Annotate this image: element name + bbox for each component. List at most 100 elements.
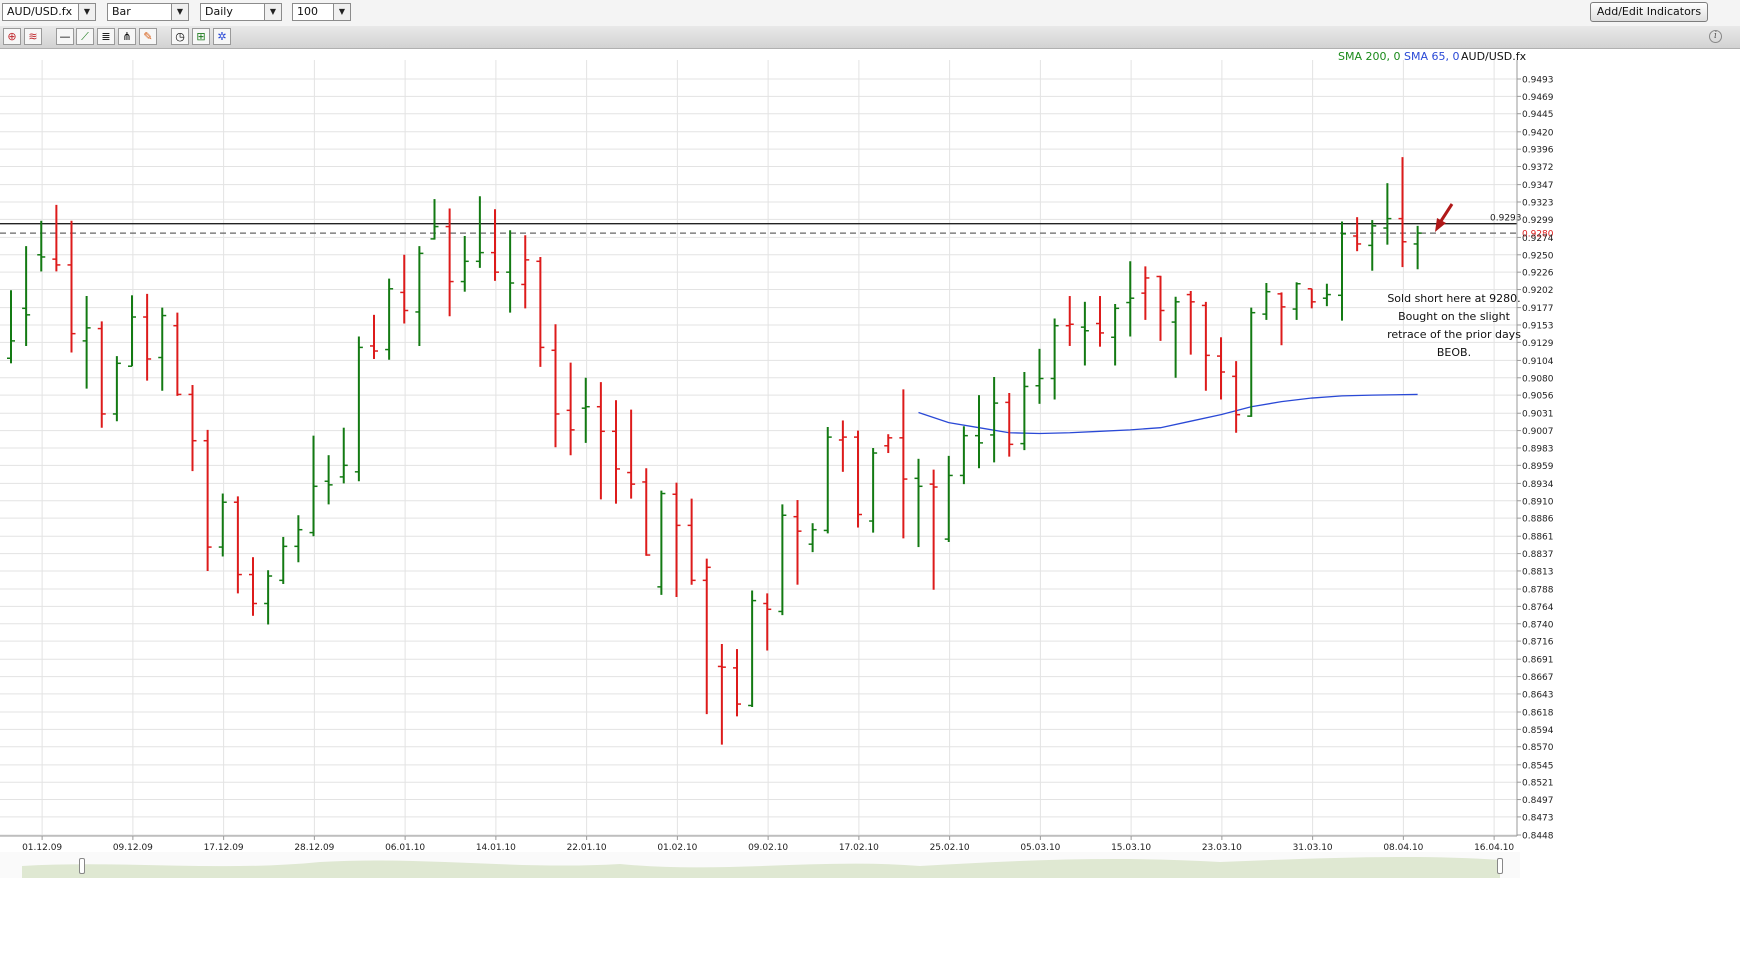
ohlc-bar bbox=[339, 427, 348, 484]
x-tick-label: 23.03.10 bbox=[1202, 843, 1242, 852]
ohlc-bar bbox=[430, 199, 439, 240]
navigator-left-handle[interactable] bbox=[79, 858, 85, 874]
ohlc-bar bbox=[203, 429, 212, 571]
ohlc-bar bbox=[22, 246, 31, 346]
y-tick-label: 0.8886 bbox=[1522, 515, 1554, 525]
chart-type-select[interactable]: Bar ▼ bbox=[107, 3, 189, 21]
ohlc-bar bbox=[748, 590, 757, 707]
ohlc-bar bbox=[899, 389, 908, 539]
legend-sma200: SMA 200, 0 bbox=[1338, 50, 1401, 63]
ohlc-bar bbox=[506, 230, 515, 313]
annotation-arrow bbox=[1435, 203, 1454, 232]
ohlc-bar bbox=[460, 235, 469, 292]
y-tick-label: 0.9445 bbox=[1522, 110, 1554, 120]
add-edit-indicators-button[interactable]: Add/Edit Indicators bbox=[1590, 2, 1708, 22]
ohlc-bar bbox=[249, 557, 257, 616]
y-tick-label: 0.9250 bbox=[1522, 251, 1554, 261]
x-tick-label: 14.01.10 bbox=[476, 843, 516, 852]
y-tick-label: 0.8448 bbox=[1522, 832, 1554, 842]
chart-type-value: Bar bbox=[112, 5, 131, 18]
chart-grid bbox=[0, 60, 1517, 836]
chart-navigator[interactable] bbox=[0, 852, 1520, 878]
x-tick-label: 09.12.09 bbox=[113, 843, 153, 852]
eraser-icon[interactable]: ✎ bbox=[139, 28, 157, 45]
ohlc-bar bbox=[37, 220, 46, 272]
pitchfork-icon[interactable]: ⋔ bbox=[118, 28, 136, 45]
x-tick-label: 17.12.09 bbox=[204, 843, 244, 852]
annotation-line: retrace of the prior days bbox=[1387, 328, 1521, 341]
ohlc-bars bbox=[7, 157, 1422, 745]
y-axis: 0.9493 0.9469 0.9445 0.9420 0.9396 0.9372 0.93… bbox=[1516, 60, 1554, 842]
trade-annotation: Sold short here at 9280. Bought on the s… bbox=[1366, 290, 1542, 362]
y-tick-label: 0.8813 bbox=[1522, 567, 1554, 577]
ohlc-bar bbox=[1262, 283, 1271, 320]
ohlc-bar bbox=[1338, 221, 1346, 321]
y-tick-label: 0.8497 bbox=[1522, 796, 1554, 806]
ohlc-bar bbox=[1292, 282, 1301, 320]
ohlc-bar bbox=[1398, 157, 1407, 268]
ohlc-bar bbox=[808, 523, 817, 553]
ohlc-bar bbox=[854, 430, 862, 528]
ohlc-bar bbox=[1307, 288, 1316, 309]
navigator-right-handle[interactable] bbox=[1497, 858, 1503, 874]
clock-icon[interactable]: ◷ bbox=[171, 28, 189, 45]
y-tick-label: 0.9347 bbox=[1522, 181, 1554, 191]
ohlc-bar bbox=[218, 493, 227, 557]
ohlc-bar bbox=[1080, 301, 1089, 366]
y-tick-label: 0.8983 bbox=[1522, 444, 1554, 454]
chevron-down-icon[interactable]: ▼ bbox=[171, 4, 188, 20]
settings-icon[interactable]: ✲ bbox=[213, 28, 231, 45]
ohlc-bar bbox=[1156, 275, 1165, 341]
ohlc-bar bbox=[1171, 296, 1180, 378]
crosshair-icon[interactable]: ⊕ bbox=[3, 28, 21, 45]
ohlc-bar bbox=[687, 498, 696, 585]
y-tick-label: 0.8934 bbox=[1522, 480, 1554, 490]
x-tick-label: 28.12.09 bbox=[294, 843, 334, 852]
ohlc-bar bbox=[793, 500, 802, 585]
fibonacci-icon[interactable]: ≣ bbox=[97, 28, 115, 45]
ohlc-bar bbox=[581, 377, 590, 443]
y-tick-label: 0.8837 bbox=[1522, 550, 1554, 560]
price-level-label: 0.9280 bbox=[1522, 230, 1554, 240]
ohlc-bar bbox=[929, 469, 938, 590]
y-tick-label: 0.8473 bbox=[1522, 813, 1554, 823]
x-tick-label: 16.04.10 bbox=[1474, 843, 1514, 852]
chevron-down-icon[interactable]: ▼ bbox=[333, 4, 350, 20]
horizontal-line-icon[interactable]: — bbox=[56, 28, 74, 45]
ohlc-bar bbox=[778, 504, 787, 616]
ohlc-bar bbox=[702, 558, 711, 715]
chevron-down-icon[interactable]: ▼ bbox=[264, 4, 281, 20]
ohlc-bar bbox=[1277, 292, 1286, 346]
ohlc-bar bbox=[188, 385, 197, 472]
ohlc-bar bbox=[385, 278, 394, 360]
ohlc-bar bbox=[7, 290, 15, 364]
y-tick-label: 0.9274 bbox=[1522, 234, 1554, 244]
bars-count-select[interactable]: 100 ▼ bbox=[292, 3, 351, 21]
ohlc-bar bbox=[596, 382, 605, 500]
chart-style-icon[interactable]: ≋ bbox=[24, 28, 42, 45]
ohlc-bar bbox=[536, 256, 545, 367]
ohlc-bar bbox=[1096, 296, 1104, 347]
y-tick-label: 0.8959 bbox=[1522, 462, 1554, 472]
price-level-label: 0.9293 bbox=[1490, 214, 1522, 224]
legend-sma65: SMA 65, 0 bbox=[1404, 50, 1460, 63]
annotation-line: Sold short here at 9280. bbox=[1387, 292, 1521, 305]
chevron-down-icon[interactable]: ▼ bbox=[78, 4, 95, 20]
symbol-select[interactable]: AUD/USD.fx ▼ bbox=[2, 3, 96, 21]
ohlc-bar bbox=[294, 515, 303, 563]
info-icon[interactable]: i bbox=[1709, 30, 1722, 43]
y-tick-label: 0.8740 bbox=[1522, 620, 1554, 630]
y-tick-label: 0.9420 bbox=[1522, 128, 1554, 138]
ohlc-bar bbox=[173, 312, 182, 396]
period-select[interactable]: Daily ▼ bbox=[200, 3, 282, 21]
y-tick-label: 0.9202 bbox=[1522, 286, 1554, 296]
y-tick-label: 0.9372 bbox=[1522, 163, 1554, 173]
ohlc-bar bbox=[475, 196, 484, 268]
ohlc-bar bbox=[1247, 307, 1256, 417]
x-tick-label: 01.12.09 bbox=[22, 843, 62, 852]
trend-line-icon[interactable]: ⟋ bbox=[76, 28, 94, 45]
ohlc-bar bbox=[672, 482, 681, 597]
y-tick-label: 0.9299 bbox=[1522, 216, 1554, 226]
zoom-icon[interactable]: ⊞ bbox=[192, 28, 210, 45]
